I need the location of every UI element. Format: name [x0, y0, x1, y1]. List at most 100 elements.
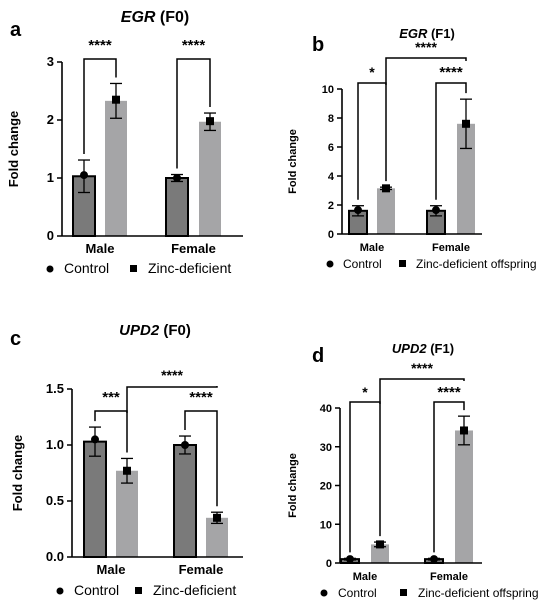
x-category-label-male: Male: [97, 562, 126, 577]
x-category-label-male: Male: [86, 241, 115, 256]
significance-bracket: [83, 58, 117, 155]
chart-title: EGR (F1): [399, 26, 455, 41]
y-tick-label: 4: [328, 171, 335, 183]
chart-title-generation: (F0): [159, 322, 191, 339]
y-axis-label: Fold change: [287, 129, 299, 194]
significance-bracket-between: [379, 378, 465, 404]
y-tick-label: 2: [47, 112, 54, 127]
data-point-circle: [430, 555, 438, 564]
bar-zinc-deficient-female: [206, 517, 228, 557]
chart-title-gene: EGR: [399, 26, 428, 41]
data-point-circle: [432, 206, 440, 215]
significance-label: *: [369, 64, 375, 80]
significance-label: ****: [182, 37, 206, 54]
y-tick-label: 1.0: [46, 437, 64, 452]
chart-title: UPD2 (F0): [119, 322, 191, 339]
bar-zinc-deficient-offspring-male: [377, 188, 395, 234]
bar-control-female: [173, 444, 197, 558]
significance-bracket: [184, 410, 218, 507]
legend-marker-circle: [320, 589, 328, 597]
significance-bracket: [357, 82, 387, 200]
bar-zinc-deficient-male: [105, 100, 127, 236]
data-point-circle: [181, 441, 189, 449]
data-point-square: [206, 117, 214, 126]
chart-title: UPD2 (F1): [392, 341, 454, 356]
legend-label: Control: [338, 586, 377, 600]
legend-marker-square: [400, 589, 407, 596]
x-category-label-female: Female: [179, 562, 224, 577]
bar-zinc-deficient-offspring-female: [455, 430, 473, 563]
legend-marker-square: [135, 587, 142, 594]
y-tick-label: 0.5: [46, 493, 64, 508]
significance-label: ***: [102, 389, 120, 406]
significance-label-between: ****: [411, 360, 433, 376]
significance-bracket: [94, 410, 128, 453]
bar-zinc-deficient-female: [199, 121, 221, 236]
data-point-square: [123, 466, 131, 475]
legend-label: Zinc-deficient: [153, 582, 236, 598]
significance-label: ****: [437, 384, 461, 401]
y-tick-label: 10: [320, 519, 332, 531]
data-point-square: [382, 184, 390, 193]
chart-title-gene: EGR: [121, 9, 156, 26]
legend-label: Control: [64, 260, 109, 276]
x-category-label-female: Female: [171, 241, 216, 256]
y-tick-label: 8: [328, 113, 334, 125]
data-point-square: [213, 513, 221, 522]
data-point-circle: [346, 555, 354, 564]
data-point-circle: [354, 206, 362, 215]
y-axis-label: Fold change: [287, 453, 299, 518]
y-tick-label: 0.0: [46, 549, 64, 564]
y-axis-label: Fold change: [6, 111, 21, 188]
data-point-square: [376, 540, 384, 549]
bar-zinc-deficient-male: [116, 470, 138, 557]
legend-marker-circle: [326, 260, 334, 268]
chart-panel-d: d UPD2 (F1) Fold change 0 10 20 30 40 Male Female…: [287, 341, 539, 600]
data-point-circle: [173, 174, 181, 182]
chart-title-gene: UPD2: [392, 341, 427, 356]
legend-label: Control: [343, 257, 382, 271]
x-category-label-female: Female: [432, 242, 470, 254]
legend-label: Zinc-deficient offspring: [416, 257, 537, 271]
data-point-square: [462, 119, 470, 128]
chart-title-generation: (F1): [427, 341, 454, 356]
y-tick-label: 30: [320, 442, 332, 454]
y-tick-label: 20: [320, 481, 332, 493]
chart-title-gene: UPD2: [119, 322, 160, 339]
chart-title: EGR (F0): [121, 9, 189, 26]
y-tick-label: 3: [47, 54, 54, 69]
significance-bracket-between: [126, 386, 218, 413]
chart-panel-c: c UPD2 (F0) Fold change 0.0 0.5 1.0 1.5 Male Fem…: [10, 322, 243, 598]
panel-label: a: [10, 19, 22, 41]
significance-label: ****: [189, 389, 213, 406]
legend-marker-circle: [56, 587, 64, 595]
x-category-label-male: Male: [360, 242, 384, 254]
significance-label: ****: [439, 64, 463, 81]
panel-label: c: [10, 328, 21, 350]
bar-zinc-deficient-offspring-male: [371, 544, 389, 563]
panel-label: b: [312, 34, 324, 56]
significance-bracket: [176, 58, 211, 169]
legend-label: Zinc-deficient: [148, 260, 231, 276]
significance-label-between: ****: [161, 367, 183, 383]
panel-label: d: [312, 345, 324, 367]
bar-control-male: [83, 440, 107, 559]
significance-bracket: [349, 401, 381, 553]
legend-marker-square: [399, 260, 406, 267]
data-point-circle: [91, 435, 99, 444]
y-tick-label: 1.5: [46, 381, 64, 396]
y-tick-label: 1: [47, 170, 54, 185]
y-tick-label: 6: [328, 142, 334, 154]
chart-title-generation: (F0): [155, 9, 189, 26]
y-axis-label: Fold change: [10, 435, 25, 512]
significance-bracket-between: [385, 57, 467, 85]
legend-label: Control: [74, 582, 119, 598]
x-category-label-male: Male: [353, 571, 377, 583]
y-tick-label: 0: [328, 229, 334, 241]
y-tick-label: 0: [47, 228, 54, 243]
x-category-label-female: Female: [430, 571, 468, 583]
significance-label: *: [362, 384, 368, 400]
significance-label-between: ****: [415, 39, 437, 55]
